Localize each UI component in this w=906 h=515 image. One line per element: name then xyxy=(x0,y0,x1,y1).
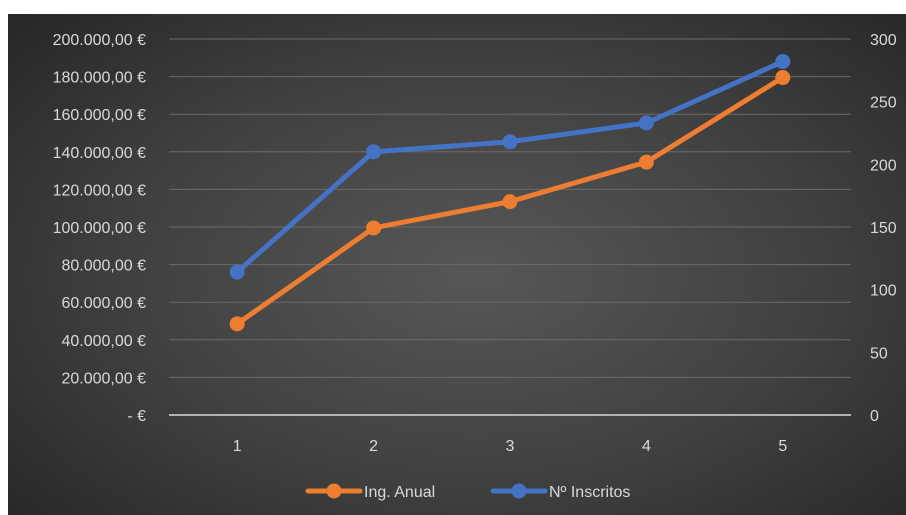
x-axis-tick-label: 5 xyxy=(778,438,787,455)
left-axis-tick-label: 120.000,00 € xyxy=(53,182,147,199)
right-axis-tick-label: 50 xyxy=(870,345,888,362)
data-point-n-inscritos xyxy=(502,134,518,150)
data-point-ing-anual xyxy=(229,316,245,332)
right-axis-tick-label: 300 xyxy=(870,32,897,49)
left-axis-ticks: - € 20.000,00 € 40.000,00 € 60.000,00 € 80.0… xyxy=(53,32,147,425)
chart-area: - € 20.000,00 € 40.000,00 € 60.000,00 € 80.0… xyxy=(8,14,906,515)
data-point-n-inscritos xyxy=(229,264,245,280)
right-axis-ticks: 0 50 100 150 200 250 300 xyxy=(870,32,897,425)
data-point-n-inscritos xyxy=(638,115,654,131)
left-axis-tick-label: 80.000,00 € xyxy=(61,258,146,275)
legend-label-ing-anual: Ing. Anual xyxy=(364,484,435,501)
left-axis-tick-label: - € xyxy=(127,408,146,425)
gridlines xyxy=(169,38,851,416)
left-axis-tick-label: 200.000,00 € xyxy=(53,32,147,49)
series-group xyxy=(229,54,791,332)
data-point-ing-anual xyxy=(502,194,518,210)
data-point-n-inscritos xyxy=(366,144,382,160)
x-axis-tick-label: 3 xyxy=(506,438,515,455)
legend-marker-ing-anual xyxy=(326,483,342,499)
data-point-ing-anual xyxy=(775,70,791,86)
x-axis-tick-label: 4 xyxy=(642,438,651,455)
right-axis-tick-label: 150 xyxy=(870,220,897,237)
x-axis-tick-label: 1 xyxy=(233,438,242,455)
left-axis-tick-label: 100.000,00 € xyxy=(53,220,147,237)
x-axis-ticks: 1 2 3 4 5 xyxy=(233,438,788,455)
right-axis-tick-label: 250 xyxy=(870,95,897,112)
line-chart: - € 20.000,00 € 40.000,00 € 60.000,00 € 80.0… xyxy=(53,32,897,501)
left-axis-tick-label: 40.000,00 € xyxy=(61,333,146,350)
series-line-n-inscritos xyxy=(234,59,786,275)
right-axis-tick-label: 100 xyxy=(870,283,897,300)
left-axis-tick-label: 20.000,00 € xyxy=(61,370,146,387)
right-axis-tick-label: 0 xyxy=(870,408,879,425)
right-axis-tick-label: 200 xyxy=(870,157,897,174)
left-axis-tick-label: 140.000,00 € xyxy=(53,145,147,162)
left-axis-tick-label: 160.000,00 € xyxy=(53,107,147,124)
data-point-n-inscritos xyxy=(775,54,791,70)
legend: Ing. Anual Nº Inscritos xyxy=(305,483,630,501)
data-point-ing-anual xyxy=(638,154,654,170)
left-axis-tick-label: 180.000,00 € xyxy=(53,70,147,87)
legend-label-n-inscritos: Nº Inscritos xyxy=(549,484,630,501)
legend-marker-n-inscritos xyxy=(511,483,527,499)
data-point-ing-anual xyxy=(366,220,382,236)
left-axis-tick-label: 60.000,00 € xyxy=(61,295,146,312)
x-axis-tick-label: 2 xyxy=(369,438,378,455)
